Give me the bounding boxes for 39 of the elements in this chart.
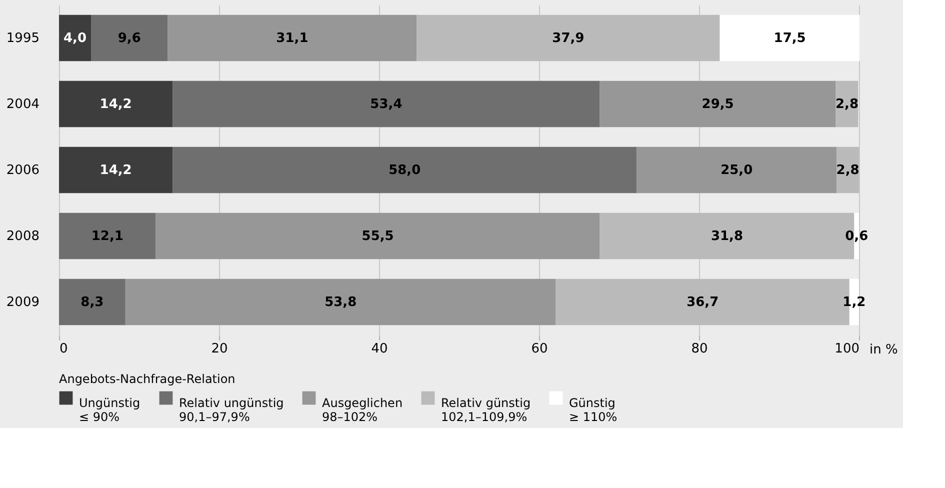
data-label: 31,1 (276, 31, 308, 46)
y-tick-label: 2009 (6, 295, 40, 310)
y-tick-label: 1995 (6, 31, 40, 46)
data-label: 31,8 (710, 229, 744, 244)
data-label: 55,5 (362, 229, 394, 244)
legend-label: Relativ ungünstig 90,1–97,9% (179, 396, 284, 424)
x-tick-label: 100 (834, 342, 860, 356)
x-axis-title: in % (870, 342, 898, 358)
data-label: 1,2 (842, 295, 866, 310)
x-tick-label: 40 (371, 342, 388, 356)
data-label: 25,0 (720, 163, 753, 178)
data-label: 9,6 (118, 31, 141, 46)
legend-title: Angebots-Nachfrage-Relation (59, 372, 236, 386)
data-label: 2,8 (836, 163, 860, 178)
data-label: 14,2 (100, 97, 132, 112)
data-label: 17,5 (774, 31, 806, 46)
data-label: 12,1 (91, 229, 124, 244)
y-tick-label: 2006 (6, 163, 40, 178)
data-label: 4,0 (63, 31, 87, 46)
data-label: 0,6 (845, 229, 868, 244)
x-tick-label: 80 (691, 342, 708, 356)
data-label: 2,8 (835, 97, 859, 112)
y-tick-label: 2008 (6, 229, 40, 244)
y-tick-label: 2004 (6, 97, 40, 112)
data-label: 36,7 (686, 295, 719, 310)
data-label: 14,2 (100, 163, 132, 178)
data-label: 8,3 (80, 295, 104, 310)
data-label: 53,4 (370, 97, 402, 112)
legend-label: Relativ günstig 102,1–109,9% (441, 396, 531, 424)
data-label: 58,0 (388, 163, 421, 178)
data-label: 53,8 (324, 295, 357, 310)
x-tick-label: 20 (211, 342, 228, 356)
legend-label: Ausgeglichen 98–102% (322, 396, 403, 424)
data-label: 37,9 (552, 31, 584, 46)
legend-label: Günstig ≥ 110% (569, 396, 618, 424)
data-label: 29,5 (702, 97, 734, 112)
legend-label: Ungünstig ≤ 90% (79, 396, 140, 424)
x-tick-label: 0 (60, 342, 68, 356)
x-tick-label: 60 (531, 342, 548, 356)
